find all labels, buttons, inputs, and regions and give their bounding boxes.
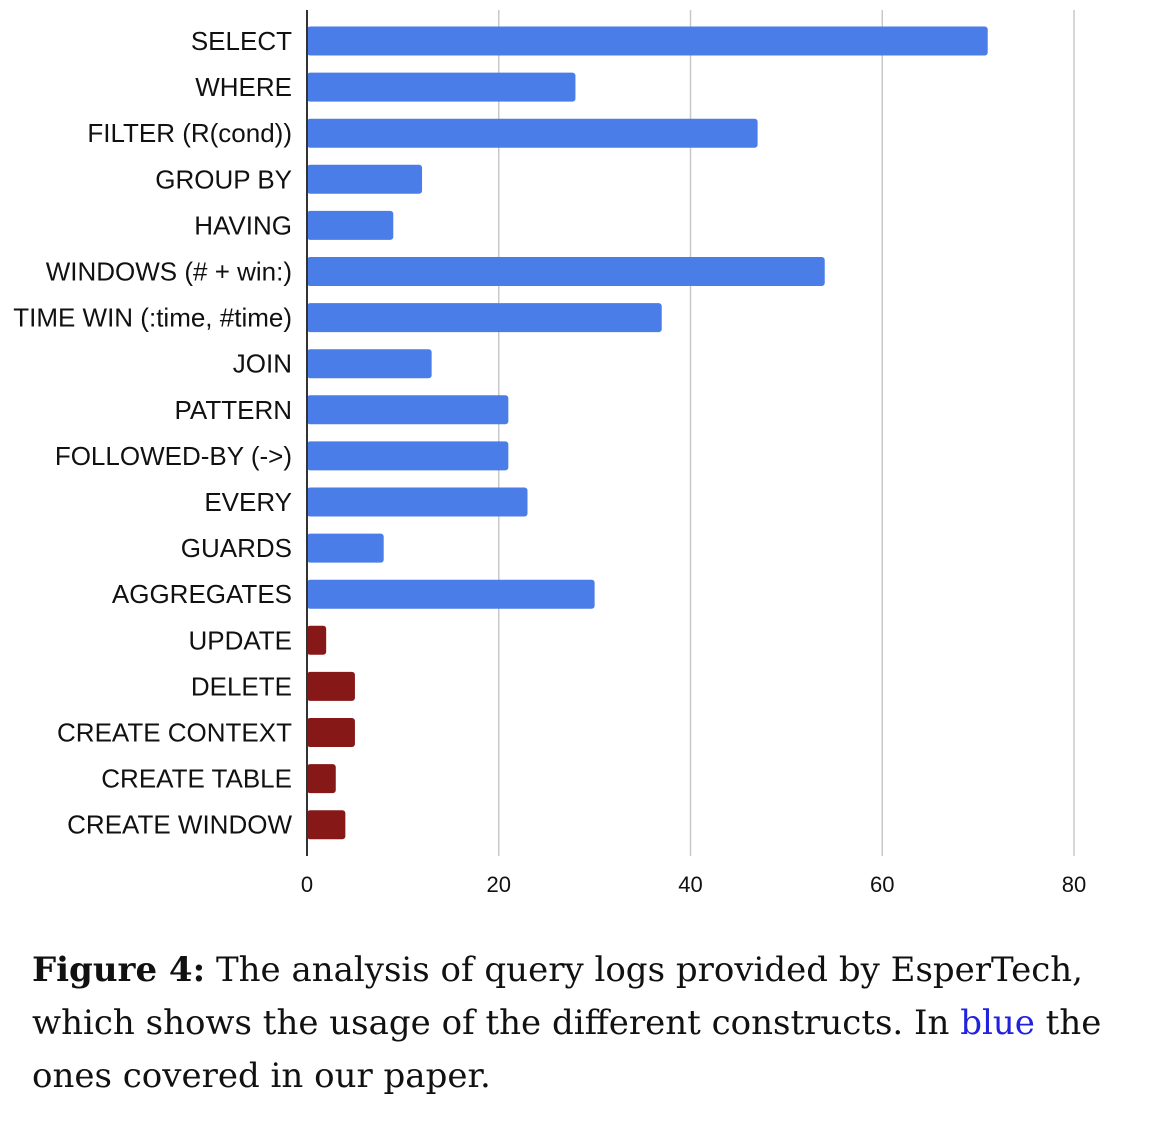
gridlines	[498, 10, 1075, 856]
category-label: JOIN	[233, 349, 292, 379]
figure-caption: Figure 4: The analysis of query logs pro…	[32, 944, 1127, 1103]
bar-followed-by	[307, 441, 509, 471]
bar-select	[307, 26, 988, 56]
bar-having	[307, 210, 394, 240]
x-tick-label: 40	[678, 872, 702, 897]
category-label: FILTER (R(cond))	[87, 118, 292, 148]
category-label: DELETE	[191, 671, 292, 701]
bar-delete	[307, 671, 355, 701]
tick-labels: 0 20 40 60 80	[301, 872, 1086, 897]
category-label: CREATE WINDOW	[67, 810, 292, 840]
category-label: FOLLOWED-BY (->)	[55, 441, 292, 471]
bar-guards	[307, 533, 384, 563]
bar-join	[307, 349, 432, 379]
category-label: PATTERN	[175, 395, 292, 425]
category-label: GROUP BY	[155, 164, 292, 194]
x-tick-label: 0	[301, 872, 313, 897]
category-label: SELECT	[191, 26, 292, 56]
category-label: CREATE CONTEXT	[57, 718, 292, 748]
bar-group-by	[307, 164, 423, 194]
category-label: TIME WIN (:time, #time)	[13, 303, 292, 333]
bar-create-context	[307, 718, 355, 747]
x-tick-label: 80	[1062, 872, 1086, 897]
figure-label: Figure 4:	[32, 950, 206, 990]
caption-highlight-word: blue	[960, 1003, 1035, 1043]
bar-where	[307, 72, 576, 102]
caption-text-before: The analysis of query logs provided by E…	[32, 950, 1083, 1043]
category-label: CREATE TABLE	[101, 764, 292, 794]
bar-windows-win	[307, 257, 825, 286]
category-label: WINDOWS (# + win:)	[46, 257, 292, 287]
bar-update	[307, 625, 327, 655]
category-label: AGGREGATES	[112, 579, 292, 609]
bar-aggregates	[307, 579, 595, 609]
category-label: WHERE	[195, 72, 292, 102]
category-label: GUARDS	[181, 533, 292, 563]
bar-create-table	[307, 764, 336, 794]
bar-chart: SELECT WHERE FILTER (R(cond)) GROUP BY HAVIN…	[13, 10, 1086, 897]
bar-every	[307, 487, 528, 517]
category-label: UPDATE	[188, 625, 292, 655]
x-tick-label: 20	[487, 872, 511, 897]
bar-filter-r-cond	[307, 118, 758, 148]
category-label: HAVING	[194, 210, 292, 240]
x-tick-label: 60	[870, 872, 894, 897]
bars	[307, 26, 988, 840]
category-labels: SELECT WHERE FILTER (R(cond)) GROUP BY HAVIN…	[13, 26, 292, 840]
bar-time-win-time-time	[307, 303, 662, 333]
category-label: EVERY	[204, 487, 292, 517]
bar-create-window	[307, 810, 346, 840]
bar-pattern	[307, 395, 509, 425]
caption-text-after: the ones covered in our paper.	[32, 1003, 1102, 1096]
